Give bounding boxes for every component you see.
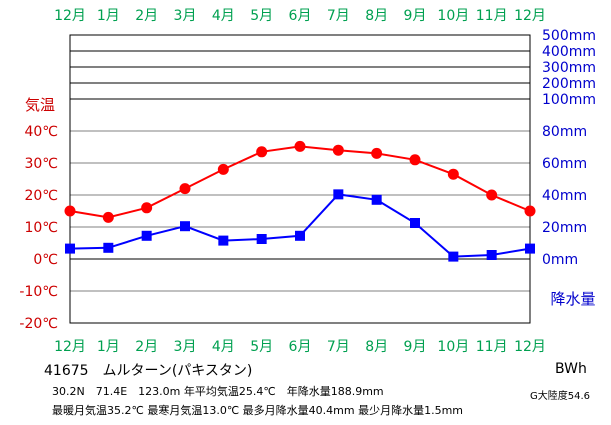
temperature-point (332, 144, 344, 156)
temperature-point (294, 140, 306, 152)
precipitation-tick-label: 60mm (542, 156, 587, 172)
month-label-bottom: 3月 (174, 339, 197, 355)
precipitation-upper-tick-label: 500mm (542, 28, 596, 44)
month-label-bottom: 1月 (97, 339, 120, 355)
month-label-top: 11月 (476, 8, 508, 24)
temperature-tick-label: 10℃ (24, 220, 58, 236)
temperature-point (102, 211, 114, 223)
station-name: 41675 ムルターン(パキスタン) (44, 363, 253, 379)
precipitation-axis-title: 降水量 (550, 290, 595, 308)
month-label-bottom: 9月 (404, 339, 427, 355)
station-location-info: 30.2N 71.4E 123.0m 年平均気温25.4℃ 年降水量188.9m… (52, 385, 384, 398)
temperature-tick-label: -20℃ (19, 316, 58, 332)
temperature-point (256, 146, 268, 158)
precipitation-upper-tick-label: 400mm (542, 44, 596, 60)
month-label-bottom: 10月 (437, 339, 469, 355)
month-label-bottom: 12月 (514, 339, 546, 355)
precipitation-point (141, 230, 152, 241)
temperature-point (524, 205, 536, 217)
temperature-point (486, 189, 498, 201)
grid-lines (70, 34, 530, 292)
temperature-point (64, 205, 76, 217)
precipitation-tick-label: 40mm (542, 188, 587, 204)
plot-frame (69, 34, 531, 324)
precipitation-upper-tick-label: 300mm (542, 60, 596, 76)
temperature-tick-label: 30℃ (24, 156, 58, 172)
temperature-tick-label: 40℃ (24, 124, 58, 140)
month-label-top: 10月 (437, 8, 469, 24)
month-label-top: 4月 (212, 8, 235, 24)
month-label-bottom: 6月 (289, 339, 312, 355)
precipitation-point (486, 250, 497, 260)
temperature-point (179, 183, 191, 195)
month-label-bottom: 2月 (135, 339, 158, 355)
precipitation-tick-label: 80mm (542, 124, 587, 140)
temperature-point (371, 147, 383, 159)
temperature-axis-title: 気温 (25, 96, 55, 114)
precipitation-point (256, 234, 267, 244)
month-label-bottom: 11月 (476, 339, 508, 355)
month-label-top: 8月 (365, 8, 388, 24)
precipitation-point (295, 230, 305, 241)
climate-classification: BWh (555, 361, 587, 377)
precipitation-point (65, 243, 75, 254)
month-label-top: 2月 (135, 8, 158, 24)
precipitation-point (525, 243, 535, 254)
precipitation-point (333, 189, 344, 200)
precipitation-tick-label: 0mm (542, 252, 578, 268)
station-extremes-info: 最暖月気温35.2℃ 最寒月気温13.0℃ 最多月降水量40.4mm 最少月降水… (52, 404, 464, 417)
precipitation-upper-tick-label: 100mm (542, 92, 596, 108)
precipitation-point (410, 218, 420, 228)
month-label-bottom: 12月 (54, 339, 86, 355)
precipitation-point (103, 242, 114, 253)
precipitation-line (69, 193, 531, 258)
temperature-point (447, 168, 459, 180)
month-label-top: 1月 (97, 8, 120, 24)
month-label-bottom: 5月 (250, 339, 273, 355)
month-label-bottom: 8月 (365, 339, 388, 355)
temperature-tick-label: 0℃ (33, 252, 58, 268)
continentality-index: G大陸度54.6 (530, 391, 591, 402)
month-label-bottom: 7月 (327, 339, 350, 355)
month-label-top: 7月 (327, 8, 350, 24)
month-label-top: 6月 (289, 8, 312, 24)
temperature-tick-label: -10℃ (19, 284, 58, 300)
precipitation-point (448, 251, 459, 262)
month-label-bottom: 4月 (212, 339, 235, 355)
temperature-point (409, 154, 421, 166)
month-label-top: 5月 (250, 8, 273, 24)
precipitation-point (218, 235, 229, 246)
temperature-tick-label: 20℃ (24, 188, 58, 204)
temperature-point (141, 202, 153, 214)
precipitation-upper-tick-label: 200mm (542, 76, 596, 92)
precipitation-point (180, 221, 190, 232)
month-label-top: 9月 (404, 8, 427, 24)
month-label-top: 12月 (54, 8, 86, 24)
temperature-point (217, 163, 229, 175)
precipitation-point (371, 194, 382, 205)
month-label-top: 3月 (174, 8, 197, 24)
month-label-top: 12月 (514, 8, 546, 24)
precipitation-tick-label: 20mm (542, 220, 587, 236)
temperature-line (69, 145, 531, 219)
